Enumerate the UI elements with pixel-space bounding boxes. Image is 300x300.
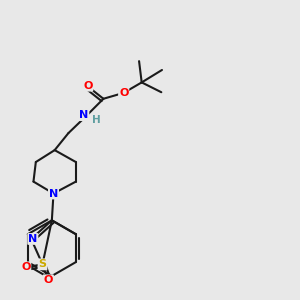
- Text: O: O: [21, 262, 30, 272]
- Text: N: N: [49, 188, 58, 199]
- Text: H: H: [92, 115, 100, 125]
- Text: N: N: [28, 234, 38, 244]
- Text: N: N: [79, 110, 88, 120]
- Text: O: O: [44, 275, 53, 285]
- Text: O: O: [119, 88, 128, 98]
- Text: O: O: [83, 81, 92, 91]
- Text: S: S: [38, 260, 46, 269]
